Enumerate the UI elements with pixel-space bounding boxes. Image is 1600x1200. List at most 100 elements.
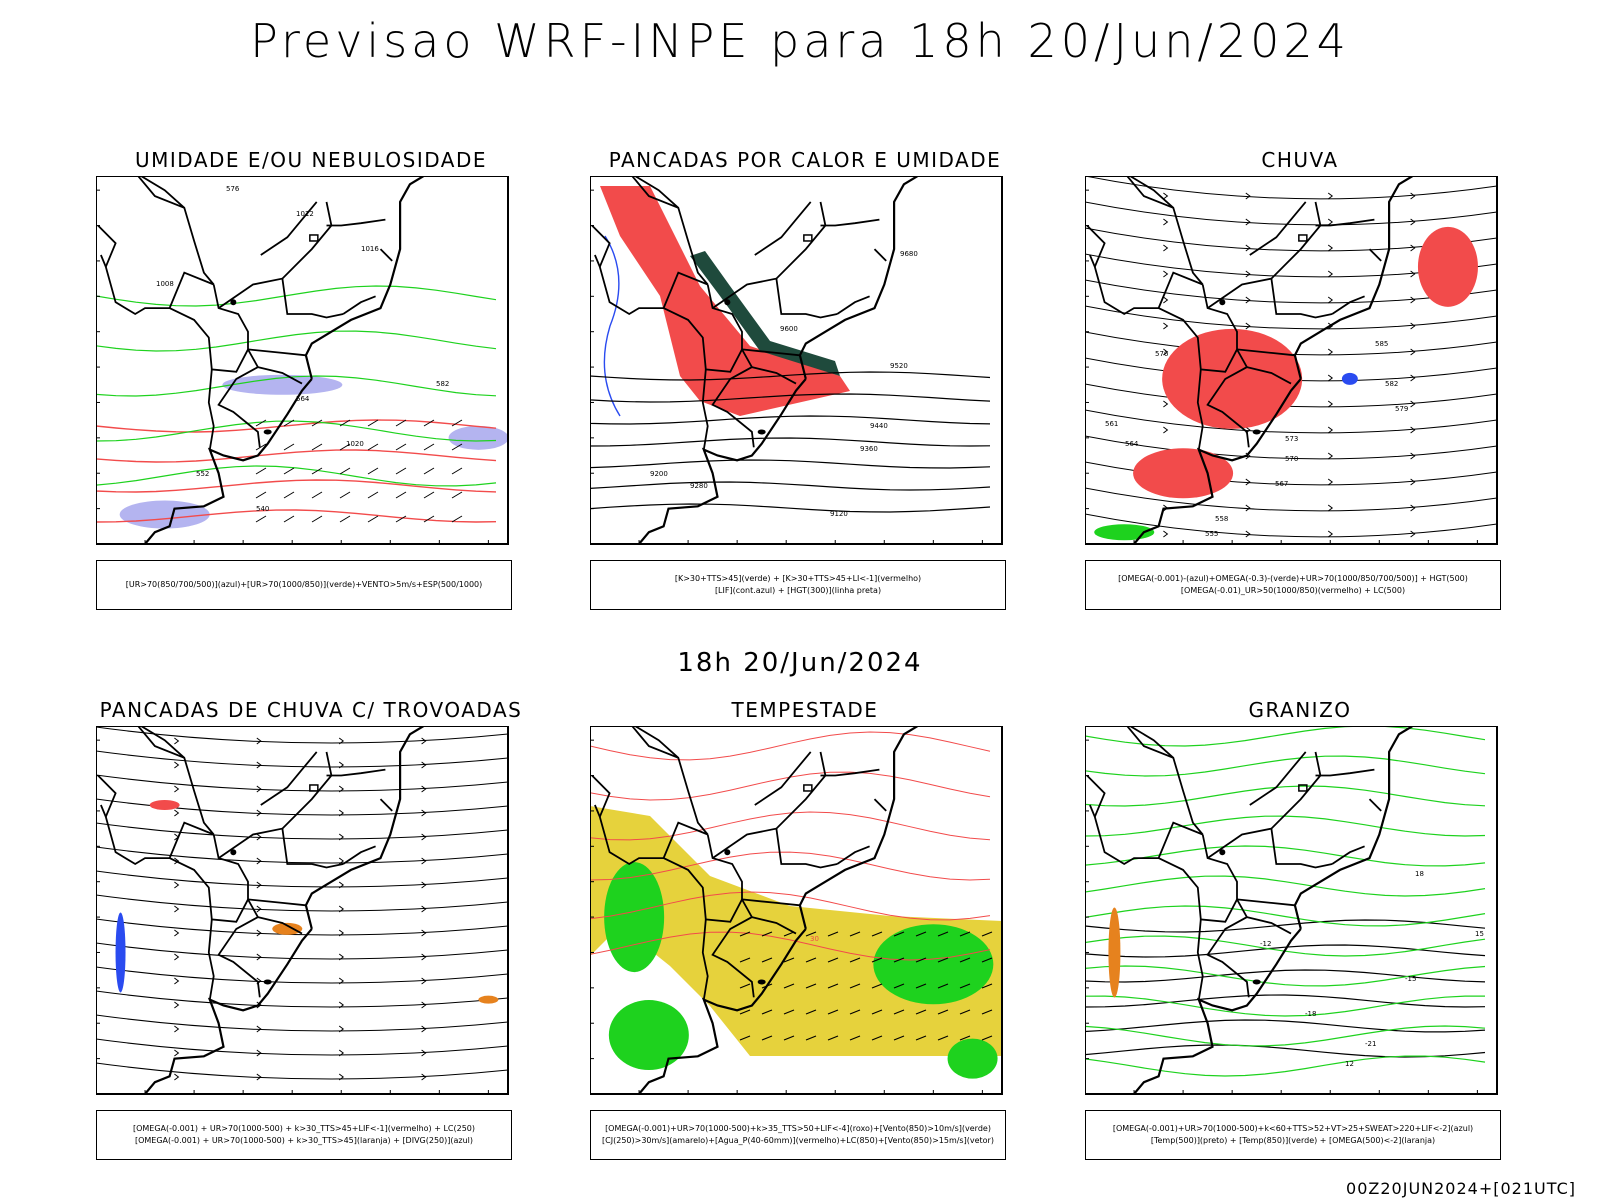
legend-line: [OMEGA(-0.001)+UR>70(1000-500)+k<60+TTS>… xyxy=(1112,1124,1474,1133)
contour-label: 555 xyxy=(1205,530,1218,538)
temp500-contour xyxy=(1085,994,1486,1008)
streamline-arrow xyxy=(1410,452,1416,460)
border-line xyxy=(139,176,185,209)
humidity-area xyxy=(119,500,210,529)
map-umidade: 1012 1008 1016 1020 576 564 552 540 58212S15S18S… xyxy=(96,176,509,545)
border-line xyxy=(633,726,679,759)
lake-mark xyxy=(263,429,272,435)
map-content: 9680 9600 9520 9440 9360 9280 9200 9120 xyxy=(590,176,991,545)
border-line xyxy=(326,218,386,227)
streamline-arrow xyxy=(338,785,345,793)
streamline-arrow xyxy=(1245,530,1251,538)
temp850-contour xyxy=(1085,755,1486,777)
wind-vector xyxy=(367,491,379,499)
humidity-area xyxy=(448,425,509,450)
lake-mark xyxy=(1219,299,1226,306)
map-content: 30 xyxy=(590,726,1002,1095)
streamline-arrow xyxy=(421,1025,427,1033)
temp850-contour xyxy=(1085,1025,1486,1047)
thickness-contour xyxy=(96,509,497,523)
wind-vector xyxy=(339,491,351,499)
streamline-arrow xyxy=(1327,322,1334,330)
panel-title: CHUVA xyxy=(1261,148,1339,172)
federal-district xyxy=(309,234,319,242)
streamline xyxy=(96,918,509,936)
lake-mark xyxy=(230,849,237,856)
legend-line: [OMEGA(-0.001) + UR>70(1000-500) + k>30_… xyxy=(134,1136,474,1145)
border-line xyxy=(1196,369,1204,450)
streamline xyxy=(1085,487,1498,512)
wind-vector xyxy=(255,491,267,499)
coastline xyxy=(798,176,920,380)
wind-vector xyxy=(451,443,463,451)
map-content: -12 -15 -18 -21 12 15 18 xyxy=(1085,726,1486,1095)
coastline xyxy=(304,176,426,380)
wind-vector xyxy=(395,443,407,451)
lake-mark xyxy=(263,979,272,985)
temp850-contour xyxy=(1085,935,1486,957)
axes: 12S15S18S21S24S27S30S33S36S39S42S70W65W6… xyxy=(590,176,1003,545)
streamline xyxy=(96,726,509,744)
temp500-contour xyxy=(1085,944,1486,958)
contour-label: 567 xyxy=(1275,480,1288,488)
map-content: 1012 1008 1016 1020 576 564 552 540 582 xyxy=(96,176,509,545)
wind-vector xyxy=(827,1009,839,1015)
temp850-contour xyxy=(1085,995,1485,1017)
pressure-contour xyxy=(590,811,991,841)
streamline xyxy=(96,1038,509,1056)
streamline xyxy=(96,894,509,912)
streamline xyxy=(96,990,509,1008)
map-frame xyxy=(590,726,1003,1095)
wind-vector xyxy=(981,1009,993,1015)
border-line xyxy=(257,916,303,935)
contour-label: 15 xyxy=(1475,930,1484,938)
contour-label: -15 xyxy=(1405,975,1416,983)
temp500-contour xyxy=(1085,919,1486,933)
wind-area xyxy=(947,1038,998,1079)
federal-district xyxy=(803,234,813,242)
border-line xyxy=(247,898,306,907)
divergence-mark xyxy=(115,912,126,993)
streamline-arrow xyxy=(1163,348,1169,356)
streamline-arrow xyxy=(1245,192,1251,200)
border-line xyxy=(1196,919,1204,1000)
border-line xyxy=(260,201,318,256)
temp850-contour xyxy=(1085,875,1486,897)
geo-outlines xyxy=(1086,176,1415,545)
coastline xyxy=(1293,176,1415,380)
temp850-contour xyxy=(1085,845,1486,867)
streamline-arrow xyxy=(1410,374,1416,382)
legend-line: [OMEGA(-0.001)-(azul)+OMEGA(-0.3)-(verde… xyxy=(1118,574,1468,583)
panel-title: PANCADAS DE CHUVA C/ TROVOADAS xyxy=(99,698,523,722)
wind-vector xyxy=(937,931,949,937)
map-pancadas-calor: 9680 9600 9520 9440 9360 9280 9200 912012S15S18… xyxy=(590,176,1003,545)
wind-vector xyxy=(805,931,817,937)
wind-vector xyxy=(739,983,751,989)
wind-area xyxy=(608,1000,689,1071)
streamline-arrow xyxy=(1245,478,1251,486)
wind-vector xyxy=(827,983,839,989)
panel-title: TEMPESTADE xyxy=(731,698,879,722)
streamline-arrow xyxy=(338,761,345,769)
streamline-arrow xyxy=(1163,218,1169,226)
streamline-arrow xyxy=(256,1025,262,1033)
height-contour xyxy=(590,503,991,513)
streamline xyxy=(96,822,509,840)
wind-vector xyxy=(893,1035,905,1041)
wind-vector xyxy=(871,931,883,937)
wind-vector xyxy=(937,1009,949,1015)
storm-area xyxy=(149,800,180,811)
border-line xyxy=(1157,821,1238,923)
wind-vector xyxy=(311,515,323,523)
streamline-arrow xyxy=(174,1025,180,1033)
streamline-arrow xyxy=(1327,400,1334,408)
streamline-arrow xyxy=(174,977,180,985)
wind-vector xyxy=(739,957,751,963)
legend-box: [K>30+TTS>45](verde) + [K>30+TTS>45+LI<-… xyxy=(590,560,1006,610)
border-line xyxy=(1236,898,1295,907)
wind-vector xyxy=(283,467,295,475)
border-line xyxy=(591,774,611,818)
streamline-arrow xyxy=(1410,530,1416,538)
wind-vector xyxy=(937,1035,949,1041)
border-line xyxy=(1270,828,1333,869)
